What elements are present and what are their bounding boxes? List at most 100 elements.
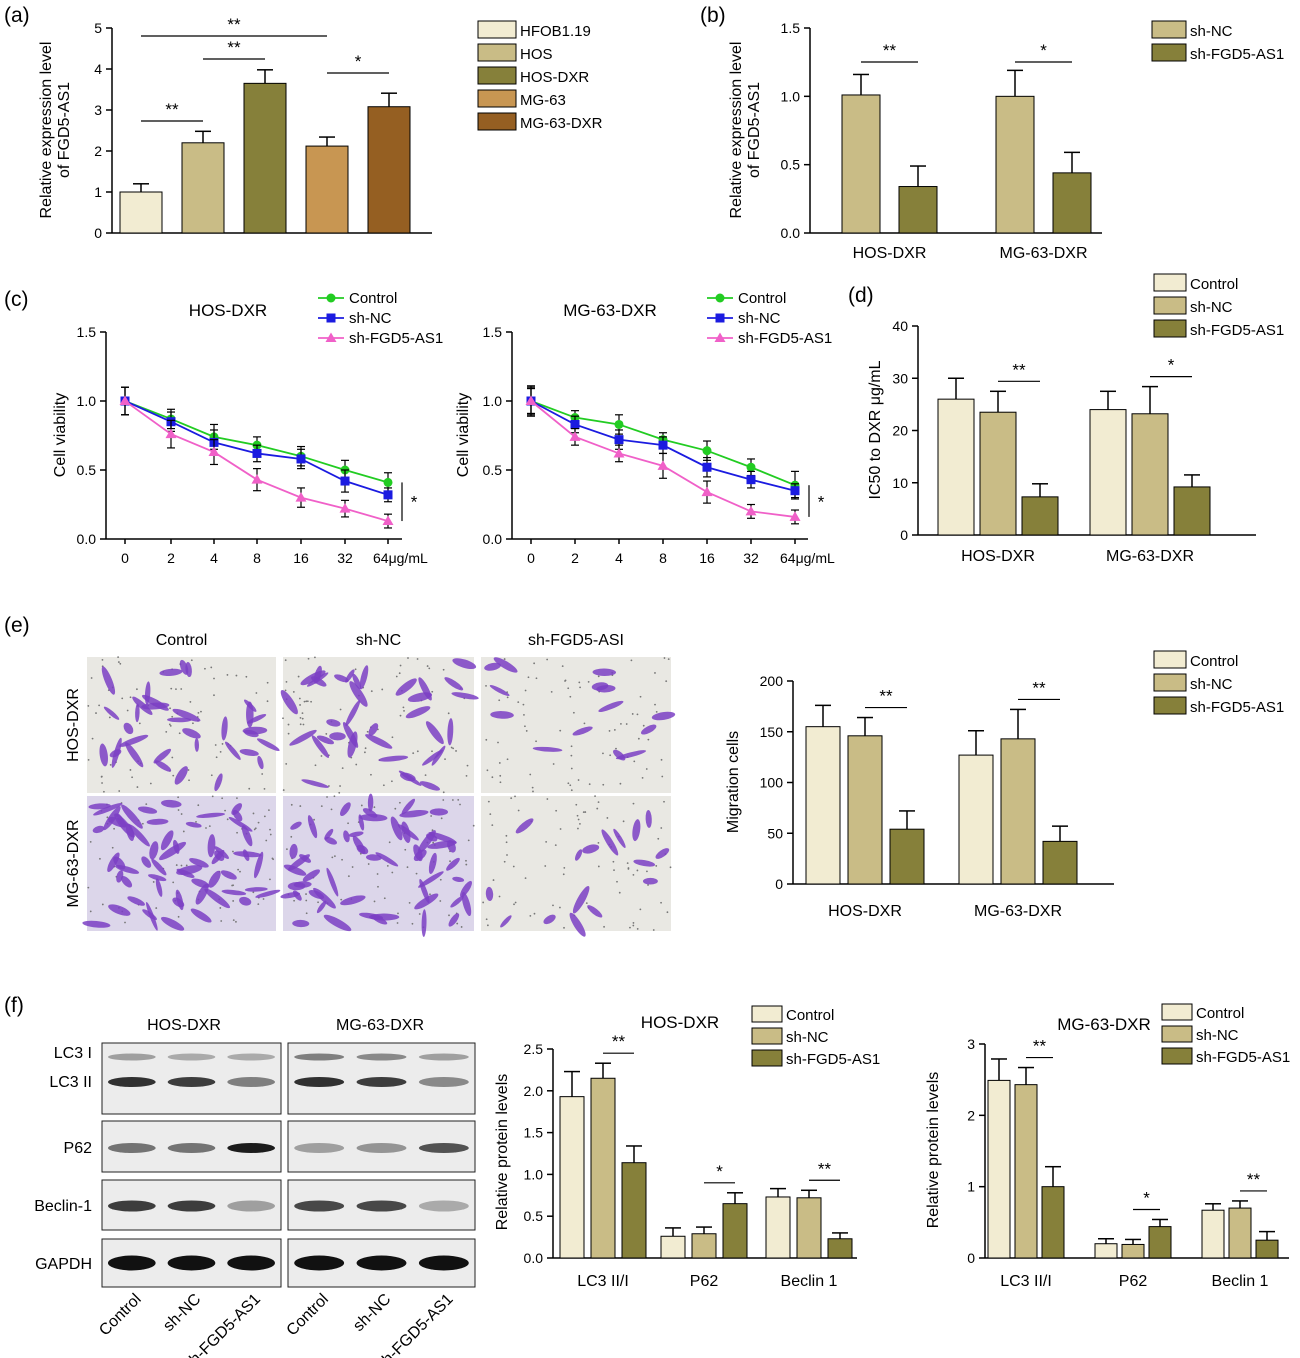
blot-band (294, 1255, 345, 1271)
blot-band (356, 1053, 407, 1061)
micrograph-pore (221, 743, 224, 745)
micrograph-pore (252, 812, 255, 815)
micrograph-pore (567, 782, 570, 785)
micrograph-pore (305, 893, 307, 895)
y-tick-label-f1: 2.0 (524, 1083, 544, 1099)
blot-band (107, 1053, 156, 1061)
micrograph-pore (577, 779, 580, 781)
migrated-cell (115, 865, 140, 874)
migrated-cell (159, 841, 187, 861)
sig-e-0: ** (879, 687, 893, 706)
micrograph-pore (376, 873, 379, 875)
migrated-cell (308, 890, 325, 900)
micrograph-pore (305, 700, 308, 703)
micrograph-pore (91, 737, 94, 740)
migrated-cell (244, 887, 268, 892)
micrograph-pore (577, 827, 579, 830)
bar-a-HOS-DXR (243, 82, 287, 234)
legend-b-swatch (1151, 20, 1187, 39)
micrograph-pore (584, 811, 587, 813)
micrograph-pore (444, 758, 446, 761)
micrograph-pore (208, 825, 211, 828)
y-axis-label-d: IC50 to DXR μg/mL (867, 360, 884, 499)
migrated-cell (425, 721, 444, 745)
micrograph-pore (559, 828, 562, 830)
micrograph-pore (261, 773, 264, 775)
blot-band (107, 1077, 156, 1087)
micrograph-pore (290, 803, 293, 806)
y-tick-label-a: 4 (94, 61, 102, 77)
legend-label-c1: sh-FGD5-AS1 (349, 330, 443, 347)
migrated-cell (632, 819, 641, 842)
micrograph-pore (373, 806, 376, 809)
migrated-cell (642, 877, 658, 885)
migrated-cell (289, 729, 317, 746)
micrograph-pore (579, 686, 581, 689)
micrograph-pore (197, 804, 200, 807)
migrated-cell (460, 880, 472, 898)
migrated-cell (127, 896, 145, 906)
migrated-cell (174, 766, 188, 785)
micrograph-pore (131, 776, 134, 779)
blot-band (227, 1143, 276, 1153)
marker-c2-0 (746, 462, 756, 472)
migrated-cell (489, 685, 510, 697)
micrograph-pore (564, 680, 566, 682)
migrated-cell (359, 813, 388, 822)
micrograph-pore (111, 846, 114, 849)
micrograph-pore (269, 878, 271, 881)
micrograph-pore (647, 738, 650, 741)
bar-f1 (559, 1096, 585, 1259)
blot-band (167, 1255, 216, 1271)
micrograph-pore (561, 665, 564, 668)
micrograph-pore (660, 901, 662, 904)
migrated-cell (191, 878, 210, 888)
migrated-cell (407, 692, 433, 703)
micrograph-pore (669, 866, 672, 869)
micrograph-pore (272, 858, 275, 861)
migrated-cell (167, 717, 192, 723)
marker-c1-2 (295, 492, 307, 502)
micrograph-pore (231, 884, 234, 887)
micrograph-pore (583, 722, 586, 725)
migrated-cell (194, 738, 200, 752)
micrograph-pore (510, 797, 513, 800)
micrograph-pore (559, 729, 562, 732)
y-axis-label-a: Relative expression levelof FGD5-AS1 (38, 42, 73, 219)
micrograph-pore (652, 929, 655, 931)
micrograph-pore (149, 782, 152, 785)
micrograph-pore (499, 774, 502, 777)
micrograph-pore (506, 854, 508, 856)
micrograph-pore (263, 815, 266, 818)
micrograph-pore (213, 677, 215, 680)
legend-f1-label: Control (786, 1007, 834, 1024)
micrograph-pore (172, 881, 175, 884)
migrated-cell (82, 920, 111, 928)
migrated-cell (185, 821, 202, 828)
migrated-cell (515, 818, 534, 834)
micrograph-pore (305, 912, 308, 915)
micrograph-pore (313, 818, 315, 821)
micrograph-pore (416, 750, 419, 753)
sig-c1: * (411, 492, 418, 511)
y-tick-label-d: 20 (892, 423, 908, 439)
micrograph-pore (514, 795, 516, 798)
micrograph-pore (331, 856, 334, 859)
bar-a-MG-63-DXR (367, 106, 411, 234)
blot-band (107, 1255, 156, 1271)
x-category-d: MG-63-DXR (1106, 548, 1194, 565)
micrograph-pore (103, 790, 105, 793)
micrograph-pore (569, 695, 572, 698)
micrograph-pore (503, 658, 506, 660)
marker-c2-2 (525, 395, 537, 405)
micrograph-pore (175, 688, 177, 691)
legend-f2-swatch (1161, 1025, 1193, 1043)
blot-band (418, 1077, 469, 1087)
micrograph-pore (562, 873, 565, 876)
bar-f2 (1201, 1209, 1225, 1259)
legend-d-swatch (1153, 319, 1187, 338)
micrograph-pore (429, 893, 431, 896)
migrated-cell (461, 891, 472, 917)
micrograph-pore (297, 675, 300, 678)
